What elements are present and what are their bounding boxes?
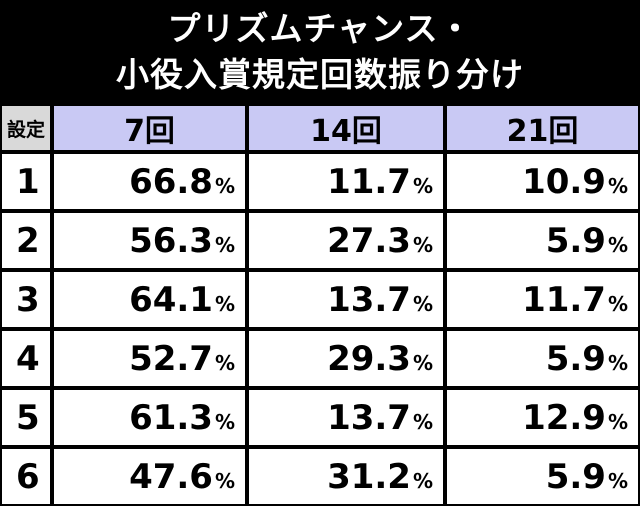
setting-cell: 3 [0,270,52,329]
value-number: 52.7 [129,338,213,379]
table-row: 2 56.3% 27.3% 5.9% [0,211,640,270]
percent-sign: % [607,350,628,375]
value-number: 66.8 [129,161,213,202]
percent-sign: % [214,173,235,198]
setting-cell: 2 [0,211,52,270]
percent-sign: % [214,409,235,434]
header-row: 設定 7回 14回 21回 [0,104,640,152]
percent-sign: % [214,468,235,493]
value-cell: 52.7% [52,329,247,388]
value-cell: 11.7% [247,152,445,211]
value-number: 5.9 [545,456,606,497]
value-cell: 64.1% [52,270,247,329]
table-row: 5 61.3% 13.7% 12.9% [0,388,640,447]
table-row: 3 64.1% 13.7% 11.7% [0,270,640,329]
value-number: 29.3 [327,338,411,379]
percent-sign: % [607,232,628,257]
value-number: 13.7 [327,279,411,320]
percent-sign: % [214,291,235,316]
value-cell: 5.9% [445,447,640,506]
distribution-table: 設定 7回 14回 21回 1 66.8% 11.7% 10.9% 2 56.3% 27.3… [0,104,640,506]
table-row: 4 52.7% 29.3% 5.9% [0,329,640,388]
percent-sign: % [607,173,628,198]
title-line-2: 小役入賞規定回数振り分け [116,55,524,94]
table-row: 6 47.6% 31.2% 5.9% [0,447,640,506]
percent-sign: % [412,291,433,316]
percent-sign: % [214,350,235,375]
column-header-7: 7回 [52,104,247,152]
value-number: 64.1 [129,279,213,320]
percent-sign: % [412,468,433,493]
value-cell: 11.7% [445,270,640,329]
value-cell: 10.9% [445,152,640,211]
title-line-1: プリズムチャンス・ [167,9,473,48]
percent-sign: % [607,291,628,316]
value-number: 61.3 [129,397,213,438]
value-cell: 61.3% [52,388,247,447]
column-header-21: 21回 [445,104,640,152]
percent-sign: % [412,409,433,434]
value-number: 10.9 [522,161,606,202]
percent-sign: % [412,350,433,375]
value-number: 12.9 [522,397,606,438]
percent-sign: % [607,409,628,434]
page-title: プリズムチャンス・ 小役入賞規定回数振り分け [0,0,640,104]
percent-sign: % [214,232,235,257]
value-number: 47.6 [129,456,213,497]
value-number: 27.3 [327,220,411,261]
value-cell: 31.2% [247,447,445,506]
value-cell: 27.3% [247,211,445,270]
setting-cell: 5 [0,388,52,447]
value-number: 5.9 [545,338,606,379]
value-cell: 5.9% [445,211,640,270]
value-number: 11.7 [327,161,411,202]
value-number: 31.2 [327,456,411,497]
value-number: 56.3 [129,220,213,261]
value-number: 11.7 [522,279,606,320]
value-cell: 12.9% [445,388,640,447]
value-cell: 56.3% [52,211,247,270]
table-row: 1 66.8% 11.7% 10.9% [0,152,640,211]
setting-cell: 6 [0,447,52,506]
setting-cell: 1 [0,152,52,211]
value-cell: 66.8% [52,152,247,211]
value-cell: 29.3% [247,329,445,388]
value-cell: 13.7% [247,270,445,329]
percent-sign: % [412,173,433,198]
column-header-14: 14回 [247,104,445,152]
percent-sign: % [412,232,433,257]
value-number: 5.9 [545,220,606,261]
setting-cell: 4 [0,329,52,388]
value-cell: 47.6% [52,447,247,506]
value-number: 13.7 [327,397,411,438]
setting-header: 設定 [0,104,52,152]
value-cell: 13.7% [247,388,445,447]
percent-sign: % [607,468,628,493]
value-cell: 5.9% [445,329,640,388]
